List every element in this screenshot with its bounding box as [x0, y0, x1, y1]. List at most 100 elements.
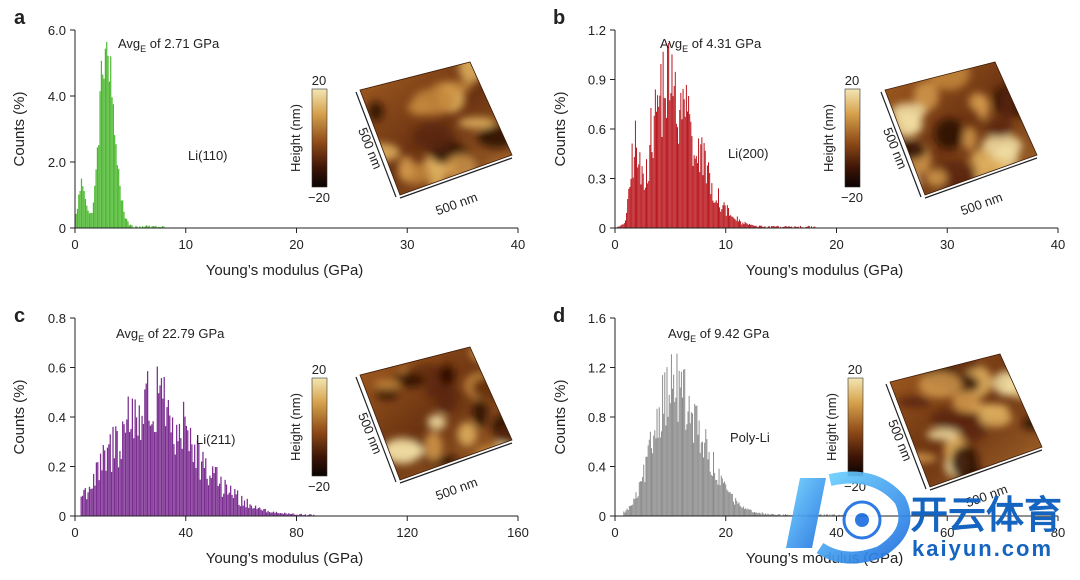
x-axis-label: Young’s modulus (GPa): [206, 262, 364, 279]
histogram-bar: [258, 508, 259, 516]
y-tick-label: 1.2: [588, 23, 606, 38]
colorbar-label: Height (nm): [824, 393, 839, 461]
histogram-bar: [107, 56, 108, 228]
x-tick-label: 120: [396, 525, 418, 540]
histogram-bar: [241, 496, 242, 516]
histogram-bar: [225, 480, 226, 516]
y-tick-label: 0.4: [48, 410, 66, 425]
histogram-bar: [146, 384, 147, 516]
histogram-bar: [712, 201, 713, 228]
histogram-bar: [125, 433, 126, 516]
x-tick-label: 0: [611, 525, 618, 540]
histogram-bar: [144, 389, 145, 516]
histogram-bar: [259, 507, 260, 516]
histogram-bar: [624, 513, 625, 516]
histogram-bar: [649, 440, 650, 516]
histogram-bar: [671, 354, 672, 516]
histogram-bar: [721, 476, 722, 516]
histogram-bar: [690, 122, 691, 228]
histogram-bar: [711, 475, 712, 516]
histogram-bar: [649, 145, 650, 228]
histogram-bar: [735, 498, 736, 516]
histogram-bar: [158, 393, 159, 516]
histogram-bar: [106, 42, 107, 228]
histogram-bar: [211, 478, 212, 516]
histogram-bar: [650, 432, 651, 516]
histogram-bar: [238, 505, 239, 516]
histogram-bar: [752, 512, 753, 516]
colorbar-min: −20: [841, 190, 863, 205]
histogram-bar: [622, 224, 623, 228]
histogram-bar: [254, 508, 255, 516]
histogram-bar: [226, 484, 227, 516]
histogram-bar: [123, 212, 124, 228]
histogram-bar: [659, 407, 660, 516]
colorbar-label: Height (nm): [288, 104, 303, 172]
x-tick-label: 0: [611, 237, 618, 252]
histogram-bar: [712, 476, 713, 516]
histogram-bar: [255, 506, 256, 516]
histogram-bar: [684, 99, 685, 228]
histogram-bar: [180, 438, 181, 516]
x-tick-label: 40: [511, 237, 525, 252]
histogram-bar: [758, 513, 759, 516]
histogram-bar: [627, 509, 628, 516]
histogram-bar: [266, 512, 267, 516]
histogram-bar: [119, 186, 120, 228]
histogram-bar: [748, 510, 749, 516]
histogram-bar: [227, 495, 228, 516]
histogram-bar: [693, 166, 694, 228]
histogram-bar: [744, 509, 745, 516]
histogram-bar: [676, 354, 677, 516]
panel-letter: a: [14, 7, 26, 29]
histogram-bar: [95, 169, 96, 228]
histogram-bar: [93, 474, 94, 516]
histogram-bar: [187, 430, 188, 516]
histogram-bar: [114, 458, 115, 516]
histogram-bar: [252, 509, 253, 516]
histogram-bar: [743, 224, 744, 228]
histogram-bar: [85, 488, 86, 516]
histogram-series: [616, 43, 815, 228]
x-tick-label: 60: [940, 525, 954, 540]
histogram-bar: [209, 476, 210, 516]
histogram-bar: [747, 224, 748, 228]
histogram-bar: [740, 506, 741, 516]
histogram-bar: [682, 398, 683, 516]
histogram-bar: [680, 388, 681, 516]
histogram-bar: [109, 82, 110, 228]
histogram-bar: [746, 509, 747, 516]
x-tick-label: 30: [400, 237, 414, 252]
histogram-bar: [86, 206, 87, 228]
histogram-bar: [276, 512, 277, 516]
histogram-bar: [218, 486, 219, 516]
histogram-bar: [665, 98, 666, 228]
colorbar-label: Height (nm): [821, 104, 836, 172]
histogram-bar: [655, 89, 656, 228]
histogram-bar: [105, 471, 106, 516]
afm-x-scale: 500 nm: [434, 189, 480, 218]
histogram-bar: [685, 117, 686, 228]
histogram-bar: [669, 100, 670, 228]
y-tick-label: 4.0: [48, 89, 66, 104]
histogram-bar: [700, 144, 701, 228]
y-axis-label: Counts (%): [552, 91, 569, 166]
histogram-bar: [685, 430, 686, 516]
histogram-bar: [97, 147, 98, 228]
histogram-bar: [726, 216, 727, 228]
histogram-bar: [692, 413, 693, 516]
histogram-bar: [724, 481, 725, 516]
histogram-bar: [629, 187, 630, 228]
histogram-bar: [629, 506, 630, 516]
histogram-bar: [150, 426, 151, 516]
histogram-bar: [675, 72, 676, 228]
histogram-bar: [87, 492, 88, 516]
histogram-bar: [179, 424, 180, 516]
y-axis-label: Counts (%): [11, 91, 28, 166]
histogram-bar: [660, 64, 661, 228]
histogram-bar: [111, 472, 112, 516]
colorbar-max: 20: [845, 73, 859, 88]
afm-surface: [885, 56, 1045, 195]
histogram-bar: [133, 438, 134, 516]
histogram-bar: [201, 462, 202, 516]
